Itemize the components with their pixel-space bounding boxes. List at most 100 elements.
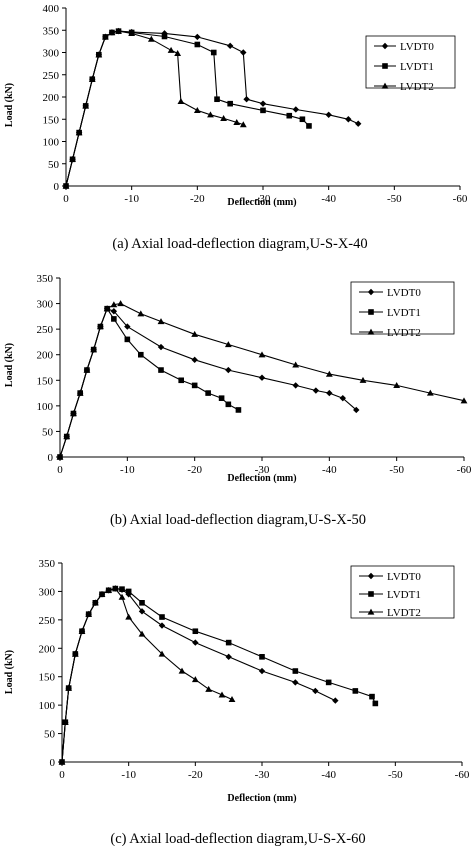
x-axis-label: Deflection (mm) — [227, 197, 296, 208]
y-tick-label: 300 — [39, 586, 56, 598]
data-point — [258, 351, 266, 358]
y-tick-label: 250 — [39, 615, 56, 627]
chart-panel-b: 0 -10 -20 -30 -40 -50 -60 0 50 100 150 200 250 300 350… — [4, 273, 472, 528]
data-point — [207, 111, 214, 118]
y-tick-label: 100 — [39, 700, 56, 712]
x-tick-label: -40 — [321, 769, 336, 781]
x-tick-label: 0 — [59, 769, 65, 781]
data-point — [124, 336, 131, 343]
data-point — [220, 114, 227, 121]
data-point — [158, 622, 166, 629]
data-point — [218, 395, 225, 401]
x-tick-label: -20 — [188, 769, 203, 781]
legend-marker — [367, 288, 375, 296]
y-tick-label: 150 — [43, 114, 60, 126]
x-tick-label: -10 — [124, 193, 139, 205]
x-tick-label: -10 — [120, 464, 135, 476]
y-tick-label: 200 — [39, 643, 56, 655]
data-point — [292, 679, 299, 686]
data-point — [326, 389, 333, 397]
data-point — [359, 376, 367, 383]
data-point — [235, 407, 242, 413]
data-point — [192, 628, 199, 635]
data-point — [158, 367, 164, 373]
x-tick-label: -30 — [255, 769, 270, 781]
data-point — [194, 41, 201, 48]
data-point — [191, 676, 199, 683]
data-point — [118, 593, 126, 600]
chart-panel-a: 0 -10 -20 -30 -40 -50 -60 0 50 100 150 200 250 300 350… — [4, 3, 468, 252]
legend: LVDT0 LVDT1 LVDT2 — [365, 35, 456, 93]
data-point — [103, 305, 111, 312]
data-point — [239, 121, 247, 128]
data-point — [82, 102, 90, 109]
data-point — [225, 401, 232, 408]
legend-label: LVDT1 — [400, 61, 434, 73]
y-tick-label: 250 — [43, 70, 60, 82]
y-tick-label: 50 — [48, 159, 60, 171]
y-tick-label: 0 — [50, 757, 56, 769]
data-point — [306, 123, 312, 129]
y-tick-label: 200 — [37, 350, 54, 362]
data-point — [91, 599, 99, 606]
legend-label: LVDT2 — [387, 327, 421, 339]
series-lvdt2 — [62, 27, 247, 189]
x-tick-label: -20 — [190, 193, 205, 205]
data-point — [161, 30, 168, 37]
x-tick-label: -50 — [388, 769, 403, 781]
series-line-lvdt2 — [65, 30, 244, 187]
y-tick-label: 400 — [43, 3, 60, 15]
legend-label: LVDT2 — [387, 607, 421, 619]
data-point — [372, 700, 379, 707]
y-tick-label: 150 — [39, 672, 56, 684]
data-point — [110, 308, 118, 315]
data-point — [193, 106, 201, 113]
legend-label: LVDT0 — [400, 41, 434, 53]
chart-caption: (c) Axial load-deflection diagram,U-S-X-… — [110, 831, 365, 846]
data-point — [369, 693, 375, 700]
data-point — [225, 639, 232, 646]
x-tick-label: 0 — [57, 464, 63, 476]
chart-panel-c: 0 -10 -20 -30 -40 -50 -60 0 50 100 150 200 250 300 350… — [4, 558, 470, 846]
data-point — [426, 389, 434, 396]
data-point — [83, 366, 91, 373]
series-lvdt1 — [59, 585, 379, 765]
data-point — [138, 608, 146, 615]
chart-caption: (a) Axial load-deflection diagram,U-S-X-… — [112, 236, 367, 252]
series-line-lvdt1 — [59, 307, 239, 458]
data-point — [90, 346, 98, 353]
y-axis-label: Load (kN) — [4, 343, 15, 387]
x-tick-label: -20 — [187, 464, 202, 476]
data-point — [178, 667, 186, 674]
y-tick-label: 300 — [37, 299, 54, 311]
series-line-lvdt1 — [65, 30, 310, 187]
data-point — [292, 382, 299, 389]
data-point — [325, 679, 332, 686]
data-point — [128, 29, 136, 36]
legend-marker — [367, 328, 375, 335]
data-point — [125, 591, 132, 598]
data-point — [460, 397, 468, 404]
data-point — [138, 630, 146, 637]
data-point — [240, 49, 247, 56]
data-point — [69, 155, 76, 162]
data-point — [258, 667, 266, 675]
y-tick-label: 0 — [48, 452, 54, 464]
series-lvdt2 — [58, 585, 236, 765]
data-point — [125, 613, 133, 620]
y-tick-label: 300 — [43, 48, 60, 60]
data-point — [352, 688, 359, 694]
data-point — [62, 182, 70, 189]
y-tick-label: 150 — [37, 375, 54, 387]
data-point — [157, 343, 165, 351]
legend-marker — [367, 608, 375, 615]
data-point — [312, 687, 319, 695]
data-point — [58, 758, 66, 765]
data-point — [393, 382, 401, 388]
data-point — [167, 46, 175, 53]
data-point — [214, 96, 220, 103]
data-point — [191, 330, 199, 337]
data-point — [210, 49, 217, 56]
data-point — [259, 100, 267, 107]
